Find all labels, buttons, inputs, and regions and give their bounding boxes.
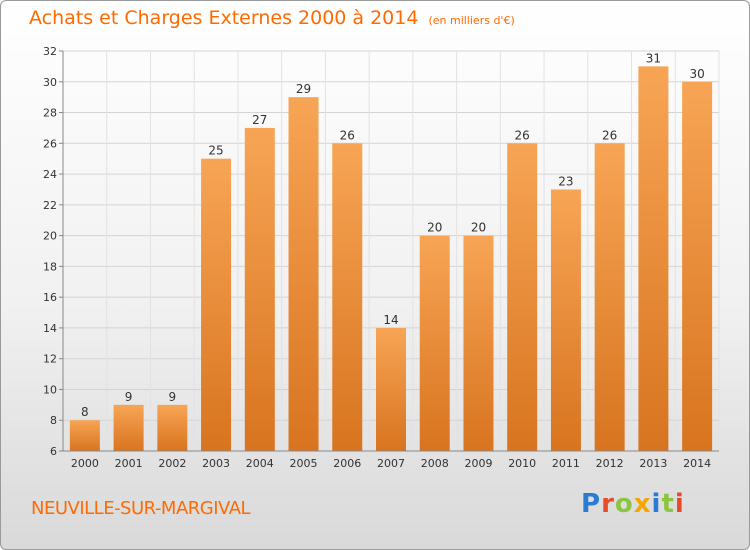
y-tick-label: 24 <box>43 168 57 181</box>
logo-letter: i <box>651 489 662 519</box>
bar-value-label: 30 <box>689 67 704 81</box>
x-tick-label: 2011 <box>552 457 580 470</box>
x-tick-label: 2001 <box>115 457 143 470</box>
bar-value-label: 27 <box>252 113 267 127</box>
x-tick-label: 2004 <box>246 457 274 470</box>
bar-value-label: 14 <box>383 313 398 327</box>
y-tick-label: 14 <box>43 322 57 335</box>
logo-letter: t <box>661 489 675 519</box>
y-tick-label: 10 <box>43 383 57 396</box>
x-tick-label: 2014 <box>683 457 711 470</box>
bar-value-label: 9 <box>125 390 133 404</box>
bar <box>157 404 188 451</box>
x-tick-label: 2012 <box>596 457 624 470</box>
y-tick-label: 30 <box>43 76 57 89</box>
proxiti-logo: Proxiti <box>581 489 685 519</box>
y-tick-label: 22 <box>43 199 57 212</box>
bar <box>113 404 144 451</box>
logo-letter: i <box>674 489 685 519</box>
bar-value-label: 26 <box>602 128 617 142</box>
chart-title: Achats et Charges Externes 2000 à 2014 (e… <box>29 7 515 29</box>
x-tick-label: 2005 <box>290 457 318 470</box>
x-tick-label: 2013 <box>639 457 667 470</box>
bar-value-label: 8 <box>81 405 89 419</box>
logo-letter: r <box>601 489 615 519</box>
x-tick-label: 2009 <box>464 457 492 470</box>
bar <box>376 327 406 451</box>
place-name: NEUVILLE-SUR-MARGIVAL <box>31 498 251 519</box>
x-tick-label: 2008 <box>421 457 449 470</box>
bar <box>244 127 275 451</box>
bar-value-label: 29 <box>296 82 311 96</box>
y-tick-label: 6 <box>50 445 57 458</box>
bar-value-label: 9 <box>169 390 177 404</box>
bar <box>419 235 450 451</box>
y-tick-label: 26 <box>43 137 57 150</box>
bar <box>288 97 319 452</box>
y-tick-label: 32 <box>43 45 57 58</box>
x-tick-label: 2003 <box>202 457 230 470</box>
bar-value-label: 26 <box>515 128 530 142</box>
bar <box>69 420 100 451</box>
x-tick-label: 2002 <box>158 457 186 470</box>
x-tick-label: 2007 <box>377 457 405 470</box>
logo-letter: P <box>581 489 602 519</box>
y-tick-label: 8 <box>50 414 57 427</box>
bar <box>550 189 581 451</box>
y-tick-label: 16 <box>43 291 57 304</box>
logo-letter: x <box>633 489 652 519</box>
bar-value-label: 23 <box>558 174 573 188</box>
chart-unit: (en milliers d'€) <box>428 14 515 27</box>
bar-value-label: 25 <box>208 144 223 158</box>
bar-value-label: 20 <box>471 221 486 235</box>
bar-value-label: 31 <box>646 51 661 65</box>
logo-letter: o <box>614 489 634 519</box>
bar <box>682 81 713 452</box>
y-tick-label: 28 <box>43 107 57 120</box>
bar <box>594 143 625 452</box>
y-tick-label: 20 <box>43 230 57 243</box>
bar <box>638 66 669 451</box>
bar-value-label: 20 <box>427 221 442 235</box>
bar <box>507 143 538 452</box>
x-tick-label: 2010 <box>508 457 536 470</box>
x-tick-label: 2000 <box>71 457 99 470</box>
bar <box>201 158 232 451</box>
y-tick-label: 12 <box>43 353 57 366</box>
chart-title-text: Achats et Charges Externes 2000 à 2014 <box>29 7 419 29</box>
y-tick-label: 18 <box>43 260 57 273</box>
bar <box>332 143 363 452</box>
x-tick-label: 2006 <box>333 457 361 470</box>
bar <box>463 235 494 451</box>
bar-value-label: 26 <box>340 128 355 142</box>
